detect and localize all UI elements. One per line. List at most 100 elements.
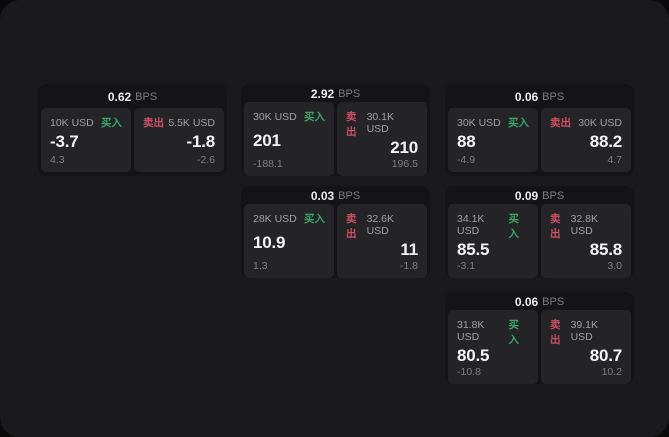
buy-delta: -3.1: [457, 259, 476, 272]
sell-delta: -2.6: [196, 154, 215, 166]
buy-panel-top-row: 34.1K USD 买入: [457, 211, 529, 241]
buy-quote-panel[interactable]: 31.8K USD 买入 80.5 -10.8: [448, 310, 538, 384]
sell-price: 85.8: [589, 240, 622, 259]
sell-amount: 32.6K USD: [366, 213, 395, 237]
bps-header: 0.62 BPS: [38, 84, 227, 107]
sell-delta: 196.5: [391, 157, 418, 170]
bps-value: 0.06: [514, 295, 539, 309]
bps-unit-label: BPS: [542, 91, 565, 103]
quote-card-5: 0.09 BPS 34.1K USD 买入 85.5 -3.1 卖出 32.8K…: [445, 186, 634, 278]
buy-quote-panel[interactable]: 10K USD 买入 -3.7 4.3: [41, 108, 131, 172]
quote-panels: 34.1K USD 买入 85.5 -3.1 卖出 32.8K USD 85.8…: [445, 203, 634, 282]
sell-amount: 30K USD: [578, 117, 622, 129]
sell-delta: 10.2: [601, 365, 622, 378]
quote-card-3: 0.06 BPS 30K USD 买入 88 -4.9 卖出 30K USD: [445, 84, 634, 176]
buy-amount: 31.8K USD: [457, 319, 485, 343]
bps-unit-label: BPS: [135, 91, 158, 103]
buy-price: -3.7: [50, 131, 79, 151]
buy-panel-top-row: 30K USD 买入: [457, 115, 529, 130]
sell-side-label: 卖出: [346, 213, 357, 240]
bps-header: 2.92 BPS: [241, 84, 430, 101]
buy-delta: -4.9: [457, 154, 476, 166]
sell-quote-panel[interactable]: 卖出 39.1K USD 80.7 10.2: [541, 310, 631, 384]
sell-quote-panel[interactable]: 卖出 5.5K USD -1.8 -2.6: [134, 108, 224, 172]
buy-side-label: 买入: [101, 117, 122, 129]
quote-panels: 31.8K USD 买入 80.5 -10.8 卖出 39.1K USD 80.…: [445, 309, 634, 388]
sell-delta: 3.0: [607, 259, 622, 272]
bps-unit-label: BPS: [542, 190, 565, 202]
buy-amount: 34.1K USD: [457, 213, 485, 237]
buy-side-label: 买入: [304, 111, 325, 123]
bps-value: 2.92: [310, 87, 335, 101]
quote-panels: 28K USD 买入 10.9 1.3 卖出 32.6K USD 11 -1.8: [241, 203, 430, 282]
sell-quote-panel[interactable]: 卖出 32.8K USD 85.8 3.0: [541, 204, 631, 278]
sell-price: -1.8: [186, 131, 216, 151]
sell-panel-top-row: 卖出 30K USD: [550, 115, 622, 130]
sell-price: 11: [400, 240, 418, 259]
buy-side-label: 买入: [508, 213, 519, 240]
quote-card-2: 2.92 BPS 30K USD 买入 201 -188.1 卖出 30.1K …: [241, 84, 430, 176]
bps-header: 0.06 BPS: [445, 292, 634, 309]
buy-price: 88: [457, 131, 476, 151]
buy-amount: 28K USD: [253, 213, 297, 225]
quote-panels: 10K USD 买入 -3.7 4.3 卖出 5.5K USD -1.8 -2.…: [38, 107, 227, 176]
bps-unit-label: BPS: [338, 88, 361, 100]
buy-quote-panel[interactable]: 34.1K USD 买入 85.5 -3.1: [448, 204, 538, 278]
sell-price: 80.7: [589, 346, 622, 365]
buy-panel-top-row: 10K USD 买入: [50, 115, 122, 130]
sell-side-label: 卖出: [143, 117, 164, 129]
sell-amount: 30.1K USD: [366, 111, 395, 135]
bps-header: 0.03 BPS: [241, 186, 430, 203]
buy-quote-panel[interactable]: 30K USD 买入 88 -4.9: [448, 108, 538, 172]
buy-delta: -188.1: [253, 157, 283, 170]
sell-panel-top-row: 卖出 5.5K USD: [143, 115, 215, 130]
sell-quote-panel[interactable]: 卖出 32.6K USD 11 -1.8: [337, 204, 427, 278]
sell-amount: 5.5K USD: [168, 117, 215, 129]
quote-panels: 30K USD 买入 201 -188.1 卖出 30.1K USD 210 1…: [241, 101, 430, 180]
buy-price: 10.9: [253, 232, 286, 252]
bps-value: 0.62: [107, 90, 132, 104]
quote-card-6: 0.06 BPS 31.8K USD 买入 80.5 -10.8 卖出 39.1…: [445, 292, 634, 384]
bps-header: 0.06 BPS: [445, 84, 634, 107]
buy-quote-panel[interactable]: 28K USD 买入 10.9 1.3: [244, 204, 334, 278]
buy-price: 85.5: [457, 240, 490, 259]
sell-side-label: 卖出: [550, 117, 571, 129]
buy-panel-top-row: 28K USD 买入: [253, 211, 325, 226]
bps-unit-label: BPS: [542, 296, 565, 308]
sell-price: 210: [390, 138, 418, 157]
sell-side-label: 卖出: [550, 213, 561, 240]
buy-delta: -10.8: [457, 365, 481, 378]
sell-amount: 39.1K USD: [570, 319, 599, 343]
bps-header: 0.09 BPS: [445, 186, 634, 203]
buy-amount: 10K USD: [50, 117, 94, 129]
buy-quote-panel[interactable]: 30K USD 买入 201 -188.1: [244, 102, 334, 176]
sell-panel-top-row: 卖出 30.1K USD: [346, 109, 418, 139]
bps-value: 0.09: [514, 189, 539, 203]
buy-delta: 4.3: [50, 154, 65, 166]
bps-value: 0.03: [310, 189, 335, 203]
sell-price: 88.2: [589, 131, 622, 151]
buy-side-label: 买入: [304, 213, 325, 225]
buy-side-label: 买入: [508, 117, 529, 129]
buy-amount: 30K USD: [253, 111, 297, 123]
buy-panel-top-row: 31.8K USD 买入: [457, 317, 529, 347]
quote-panels: 30K USD 买入 88 -4.9 卖出 30K USD 88.2 4.7: [445, 107, 634, 176]
sell-panel-top-row: 卖出 32.8K USD: [550, 211, 622, 241]
sell-panel-top-row: 卖出 32.6K USD: [346, 211, 418, 241]
sell-quote-panel[interactable]: 卖出 30.1K USD 210 196.5: [337, 102, 427, 176]
quote-card-1: 0.62 BPS 10K USD 买入 -3.7 4.3 卖出 5.5K USD: [38, 84, 227, 176]
buy-panel-top-row: 30K USD 买入: [253, 109, 325, 124]
buy-price: 201: [253, 130, 281, 150]
sell-quote-panel[interactable]: 卖出 30K USD 88.2 4.7: [541, 108, 631, 172]
buy-side-label: 买入: [508, 319, 519, 346]
sell-side-label: 卖出: [550, 319, 561, 346]
sell-side-label: 卖出: [346, 111, 357, 138]
sell-amount: 32.8K USD: [570, 213, 599, 237]
buy-delta: 1.3: [253, 259, 268, 272]
bps-unit-label: BPS: [338, 190, 361, 202]
sell-delta: -1.8: [399, 259, 418, 272]
buy-amount: 30K USD: [457, 117, 501, 129]
sell-delta: 4.7: [607, 154, 622, 166]
